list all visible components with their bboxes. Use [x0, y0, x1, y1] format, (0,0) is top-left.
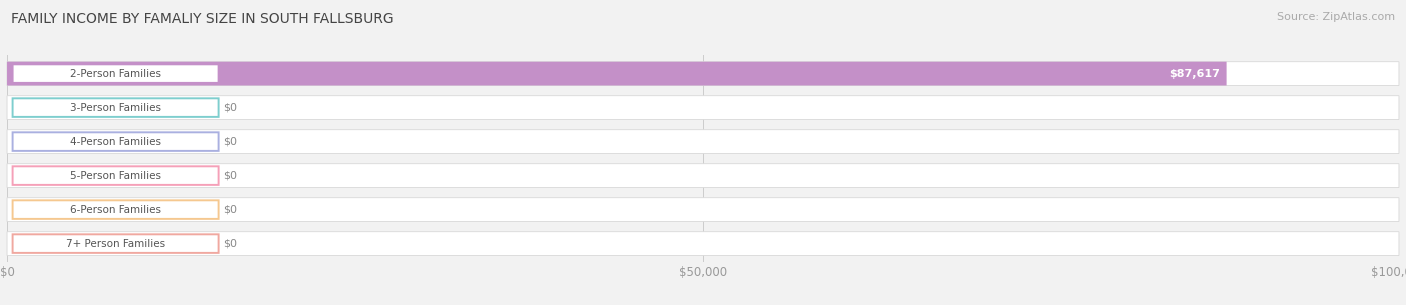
- Text: 7+ Person Families: 7+ Person Families: [66, 239, 165, 249]
- FancyBboxPatch shape: [7, 62, 1399, 85]
- FancyBboxPatch shape: [7, 232, 1399, 256]
- FancyBboxPatch shape: [13, 98, 218, 117]
- FancyBboxPatch shape: [13, 200, 218, 219]
- Text: 3-Person Families: 3-Person Families: [70, 102, 162, 113]
- FancyBboxPatch shape: [13, 132, 218, 151]
- Text: $0: $0: [222, 205, 236, 215]
- FancyBboxPatch shape: [13, 234, 218, 253]
- Text: $87,617: $87,617: [1168, 69, 1219, 79]
- Text: $0: $0: [222, 170, 236, 181]
- Text: $0: $0: [222, 137, 236, 147]
- FancyBboxPatch shape: [13, 166, 218, 185]
- FancyBboxPatch shape: [7, 62, 1226, 85]
- Text: $0: $0: [222, 239, 236, 249]
- FancyBboxPatch shape: [7, 164, 1399, 188]
- Text: 2-Person Families: 2-Person Families: [70, 69, 162, 79]
- FancyBboxPatch shape: [13, 64, 218, 83]
- Text: 4-Person Families: 4-Person Families: [70, 137, 162, 147]
- Text: 6-Person Families: 6-Person Families: [70, 205, 162, 215]
- FancyBboxPatch shape: [7, 96, 1399, 120]
- Text: Source: ZipAtlas.com: Source: ZipAtlas.com: [1277, 12, 1395, 22]
- Text: 5-Person Families: 5-Person Families: [70, 170, 162, 181]
- Text: $0: $0: [222, 102, 236, 113]
- FancyBboxPatch shape: [7, 198, 1399, 221]
- Text: FAMILY INCOME BY FAMALIY SIZE IN SOUTH FALLSBURG: FAMILY INCOME BY FAMALIY SIZE IN SOUTH F…: [11, 12, 394, 26]
- FancyBboxPatch shape: [7, 130, 1399, 153]
